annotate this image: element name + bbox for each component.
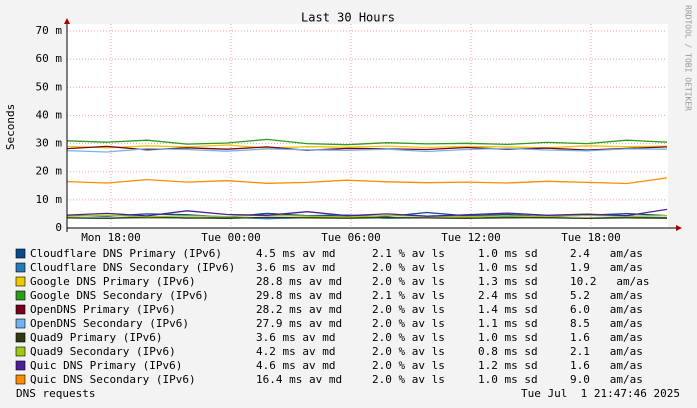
x-arrow bbox=[676, 225, 682, 231]
legend-name: Google DNS Secondary (IPv6) bbox=[30, 289, 209, 302]
legend-stat: 1.6 am/as bbox=[570, 359, 643, 372]
x-tick-label: Mon 18:00 bbox=[81, 231, 141, 244]
legend-stat: 8.5 am/as bbox=[570, 317, 643, 330]
y-tick-label: 40 m bbox=[36, 108, 63, 121]
legend-stat: 2.0 % av ls bbox=[372, 261, 445, 274]
x-tick-label: Tue 18:00 bbox=[561, 231, 621, 244]
y-tick-label: 70 m bbox=[36, 24, 63, 37]
legend-stat: 2.1 % av ls bbox=[372, 289, 445, 302]
legend-stat: 28.2 ms av md bbox=[256, 303, 342, 316]
legend-stat: 1.9 am/as bbox=[570, 261, 643, 274]
y-tick-label: 0 bbox=[55, 221, 62, 234]
legend-swatch bbox=[15, 262, 26, 273]
legend-stat: 2.0 % av ls bbox=[372, 345, 445, 358]
legend-stat: 1.6 am/as bbox=[570, 331, 643, 344]
legend: Cloudflare DNS Primary (IPv6) 4.5 ms av m… bbox=[15, 247, 649, 386]
lines bbox=[66, 138, 668, 220]
legend-stat: 28.8 ms av md bbox=[256, 275, 342, 288]
legend-stat: 1.4 ms sd bbox=[478, 303, 538, 316]
series-line bbox=[66, 147, 668, 153]
axes bbox=[64, 18, 682, 232]
legend-stat: 29.8 ms av md bbox=[256, 289, 342, 302]
legend-stat: 1.1 ms sd bbox=[478, 317, 538, 330]
footer-right: Tue Jul 1 21:47:46 2025 bbox=[521, 387, 680, 400]
legend-swatch bbox=[15, 332, 26, 343]
x-tick-label: Tue 00:00 bbox=[201, 231, 261, 244]
legend-name: Google DNS Primary (IPv6) bbox=[30, 275, 196, 288]
plot-area bbox=[67, 24, 668, 228]
legend-name: Cloudflare DNS Secondary (IPv6) bbox=[30, 261, 235, 274]
legend-swatch bbox=[15, 248, 26, 259]
y-tick-label: 20 m bbox=[36, 165, 63, 178]
y-tick-label: 50 m bbox=[36, 80, 63, 93]
footer-left: DNS requests bbox=[16, 387, 95, 400]
x-tick-label: Tue 06:00 bbox=[321, 231, 381, 244]
y-tick-label: 10 m bbox=[36, 193, 63, 206]
series-line bbox=[66, 177, 668, 185]
legend-swatch bbox=[15, 318, 26, 329]
y-axis-label: Seconds bbox=[4, 104, 17, 150]
legend-stat: 27.9 ms av md bbox=[256, 317, 342, 330]
legend-stat: 0.8 ms sd bbox=[478, 345, 538, 358]
legend-name: Cloudflare DNS Primary (IPv6) bbox=[30, 247, 222, 260]
legend-name: Quad9 Secondary (IPv6) bbox=[30, 345, 176, 358]
legend-stat: 4.6 ms av md bbox=[256, 359, 335, 372]
legend-stat: 10.2 am/as bbox=[570, 275, 649, 288]
legend-stat: 1.2 ms sd bbox=[478, 359, 538, 372]
legend-stat: 16.4 ms av md bbox=[256, 373, 342, 386]
series-line bbox=[66, 216, 668, 220]
legend-swatch bbox=[15, 304, 26, 315]
legend-stat: 2.0 % av ls bbox=[372, 317, 445, 330]
legend-stat: 2.0 % av ls bbox=[372, 275, 445, 288]
legend-stat: 9.0 am/as bbox=[570, 373, 643, 386]
legend-swatch bbox=[15, 290, 26, 301]
legend-stat: 2.4 am/as bbox=[570, 247, 643, 260]
legend-stat: 5.2 am/as bbox=[570, 289, 643, 302]
legend-stat: 2.0 % av ls bbox=[372, 331, 445, 344]
chart-title: Last 30 Hours bbox=[301, 11, 395, 25]
series-line bbox=[66, 214, 668, 218]
legend-stat: 3.6 ms av md bbox=[256, 261, 335, 274]
legend-swatch bbox=[15, 276, 26, 287]
legend-stat: 2.4 ms sd bbox=[478, 289, 538, 302]
legend-stat: 2.0 % av ls bbox=[372, 359, 445, 372]
legend-stat: 4.2 ms av md bbox=[256, 345, 335, 358]
series-line bbox=[66, 144, 668, 149]
legend-stat: 3.6 ms av md bbox=[256, 331, 335, 344]
legend-stat: 1.0 ms sd bbox=[478, 331, 538, 344]
legend-stat: 1.3 ms sd bbox=[478, 275, 538, 288]
legend-name: Quic DNS Primary (IPv6) bbox=[30, 359, 182, 372]
x-tick-label: Tue 12:00 bbox=[441, 231, 501, 244]
y-arrow bbox=[64, 18, 70, 24]
legend-stat: 1.0 ms sd bbox=[478, 261, 538, 274]
legend-stat: 4.5 ms av md bbox=[256, 247, 335, 260]
legend-name: Quic DNS Secondary (IPv6) bbox=[30, 373, 196, 386]
legend-name: OpenDNS Secondary (IPv6) bbox=[30, 317, 189, 330]
legend-stat: 6.0 am/as bbox=[570, 303, 643, 316]
legend-stat: 1.0 ms sd bbox=[478, 373, 538, 386]
series-line bbox=[66, 208, 668, 217]
y-tick-label: 30 m bbox=[36, 137, 63, 150]
legend-name: OpenDNS Primary (IPv6) bbox=[30, 303, 176, 316]
series-line bbox=[66, 138, 668, 146]
legend-name: Quad9 Primary (IPv6) bbox=[30, 331, 162, 344]
watermark: RRDTOOL / TOBI OETIKER bbox=[684, 5, 693, 111]
legend-swatch bbox=[15, 346, 26, 357]
y-tick-label: 60 m bbox=[36, 52, 63, 65]
legend-stat: 2.1 % av ls bbox=[372, 247, 445, 260]
legend-stat: 1.0 ms sd bbox=[478, 247, 538, 260]
legend-swatch bbox=[15, 374, 26, 385]
legend-stat: 2.0 % av ls bbox=[372, 373, 445, 386]
legend-stat: 2.0 % av ls bbox=[372, 303, 445, 316]
legend-swatch bbox=[15, 360, 26, 371]
legend-stat: 2.1 am/as bbox=[570, 345, 643, 358]
